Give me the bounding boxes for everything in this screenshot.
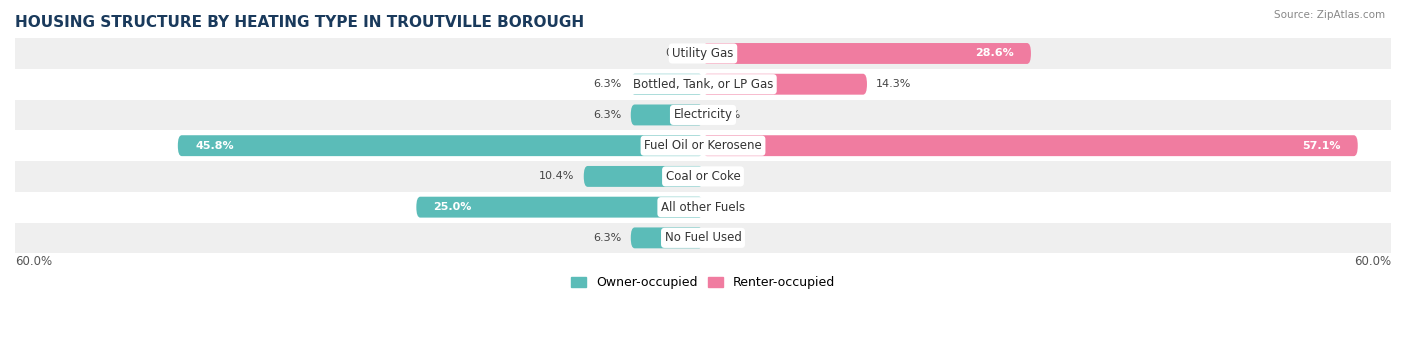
FancyBboxPatch shape (15, 222, 1391, 253)
Text: 6.3%: 6.3% (593, 79, 621, 89)
FancyBboxPatch shape (703, 74, 868, 95)
FancyBboxPatch shape (15, 100, 1391, 130)
FancyBboxPatch shape (15, 38, 1391, 69)
Text: 6.3%: 6.3% (593, 233, 621, 243)
FancyBboxPatch shape (631, 104, 703, 125)
Text: Fuel Oil or Kerosene: Fuel Oil or Kerosene (644, 139, 762, 152)
Text: 0.0%: 0.0% (713, 233, 741, 243)
Text: 10.4%: 10.4% (538, 171, 575, 182)
FancyBboxPatch shape (15, 161, 1391, 192)
Text: Bottled, Tank, or LP Gas: Bottled, Tank, or LP Gas (633, 78, 773, 91)
FancyBboxPatch shape (583, 166, 703, 187)
FancyBboxPatch shape (15, 192, 1391, 222)
Text: 6.3%: 6.3% (593, 110, 621, 120)
Text: 0.0%: 0.0% (713, 110, 741, 120)
FancyBboxPatch shape (15, 130, 1391, 161)
FancyBboxPatch shape (177, 135, 703, 156)
Text: Source: ZipAtlas.com: Source: ZipAtlas.com (1274, 10, 1385, 20)
FancyBboxPatch shape (703, 135, 1358, 156)
Text: Coal or Coke: Coal or Coke (665, 170, 741, 183)
Legend: Owner-occupied, Renter-occupied: Owner-occupied, Renter-occupied (567, 271, 839, 294)
Text: 0.0%: 0.0% (665, 49, 693, 58)
FancyBboxPatch shape (416, 197, 703, 218)
Text: 28.6%: 28.6% (974, 49, 1014, 58)
Text: Utility Gas: Utility Gas (672, 47, 734, 60)
FancyBboxPatch shape (15, 69, 1391, 100)
Text: 14.3%: 14.3% (876, 79, 911, 89)
Text: 25.0%: 25.0% (433, 202, 472, 212)
Text: 57.1%: 57.1% (1302, 141, 1340, 151)
Text: HOUSING STRUCTURE BY HEATING TYPE IN TROUTVILLE BOROUGH: HOUSING STRUCTURE BY HEATING TYPE IN TRO… (15, 15, 583, 30)
Text: 45.8%: 45.8% (195, 141, 233, 151)
Text: Electricity: Electricity (673, 108, 733, 121)
Text: 0.0%: 0.0% (713, 171, 741, 182)
Text: 60.0%: 60.0% (15, 255, 52, 268)
Text: 60.0%: 60.0% (1354, 255, 1391, 268)
FancyBboxPatch shape (631, 227, 703, 248)
FancyBboxPatch shape (703, 43, 1031, 64)
Text: No Fuel Used: No Fuel Used (665, 232, 741, 244)
Text: All other Fuels: All other Fuels (661, 201, 745, 214)
Text: 0.0%: 0.0% (713, 202, 741, 212)
FancyBboxPatch shape (631, 74, 703, 95)
